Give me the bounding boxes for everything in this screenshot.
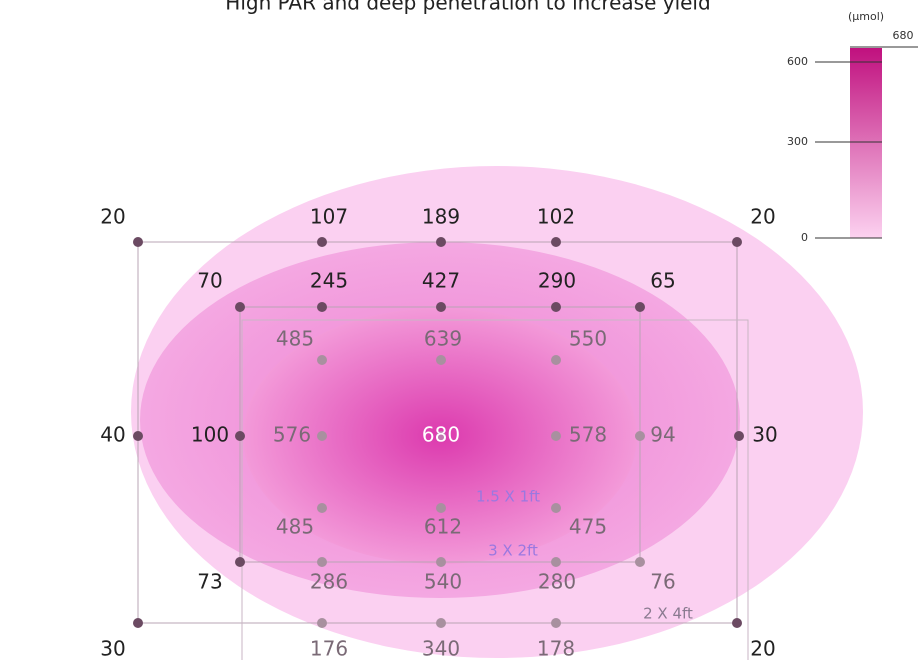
measure-point xyxy=(436,503,446,513)
measure-point xyxy=(732,237,742,247)
par-value: 485 xyxy=(276,515,314,539)
measure-point xyxy=(317,355,327,365)
area-label: 3 X 2ft xyxy=(488,542,538,560)
par-value: 340 xyxy=(422,637,460,660)
measure-point xyxy=(317,237,327,247)
par-value: 540 xyxy=(424,570,462,594)
title: High PAR and deep penetration to increas… xyxy=(225,0,710,15)
par-value: 578 xyxy=(569,423,607,447)
legend-tick-label: 0 xyxy=(801,231,808,244)
legend-tick-label: 600 xyxy=(787,55,808,68)
par-value: 100 xyxy=(191,423,229,447)
area-label: 2 X 4ft xyxy=(643,605,693,623)
par-value: 427 xyxy=(422,269,460,293)
measure-point xyxy=(436,557,446,567)
par-value: 550 xyxy=(569,327,607,351)
measure-point xyxy=(436,618,446,628)
par-value: 73 xyxy=(197,570,222,594)
measure-point xyxy=(133,237,143,247)
par-value: 40 xyxy=(100,423,125,447)
measure-point xyxy=(133,431,143,441)
par-value: 280 xyxy=(538,570,576,594)
measure-point xyxy=(551,355,561,365)
measure-point xyxy=(551,503,561,513)
measure-point xyxy=(235,431,245,441)
measure-point xyxy=(734,431,744,441)
par-value: 94 xyxy=(650,423,675,447)
par-value: 290 xyxy=(538,269,576,293)
legend-unit: (μmol) xyxy=(848,10,884,23)
measure-point xyxy=(436,431,446,441)
measure-point xyxy=(732,618,742,628)
measure-point xyxy=(551,237,561,247)
measure-point xyxy=(551,302,561,312)
measure-point xyxy=(235,557,245,567)
measure-point xyxy=(551,618,561,628)
measure-point xyxy=(133,618,143,628)
legend-bar xyxy=(850,48,882,238)
par-value: 485 xyxy=(276,327,314,351)
par-value: 680 xyxy=(422,423,460,447)
area-frame xyxy=(241,319,749,660)
legend-max: 680 xyxy=(893,29,914,42)
measure-point xyxy=(635,431,645,441)
par-value: 30 xyxy=(752,423,777,447)
measure-point xyxy=(436,355,446,365)
measure-point xyxy=(635,557,645,567)
par-value: 30 xyxy=(100,637,125,660)
area-label: 1.5 X 1ft xyxy=(476,488,540,506)
legend: (μmol) 680 600 300 0 xyxy=(787,10,918,244)
par-value: 76 xyxy=(650,570,675,594)
measure-point xyxy=(317,503,327,513)
par-value: 245 xyxy=(310,269,348,293)
measure-point xyxy=(235,302,245,312)
par-value: 20 xyxy=(750,637,775,660)
par-value: 70 xyxy=(197,269,222,293)
measure-point xyxy=(317,302,327,312)
measure-point xyxy=(551,431,561,441)
par-value: 107 xyxy=(310,205,348,229)
par-value: 65 xyxy=(650,269,675,293)
par-value: 178 xyxy=(537,637,575,660)
par-value: 20 xyxy=(100,205,125,229)
par-value: 612 xyxy=(424,515,462,539)
measure-point xyxy=(436,237,446,247)
par-value: 475 xyxy=(569,515,607,539)
measure-point xyxy=(317,431,327,441)
measure-point xyxy=(317,618,327,628)
par-value: 639 xyxy=(424,327,462,351)
par-value: 189 xyxy=(422,205,460,229)
par-value: 576 xyxy=(273,423,311,447)
measure-point xyxy=(551,557,561,567)
par-value: 176 xyxy=(310,637,348,660)
par-value: 102 xyxy=(537,205,575,229)
measure-point xyxy=(317,557,327,567)
legend-tick-label: 300 xyxy=(787,135,808,148)
measure-point xyxy=(635,302,645,312)
measure-point xyxy=(436,302,446,312)
par-value: 286 xyxy=(310,570,348,594)
par-value: 20 xyxy=(750,205,775,229)
